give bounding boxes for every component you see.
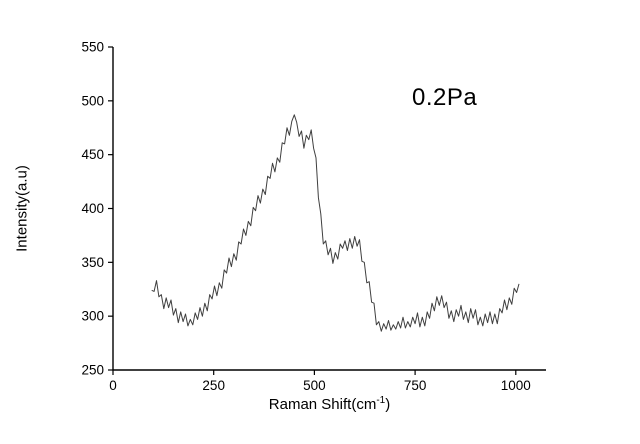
- spectrum-trace: [151, 114, 520, 332]
- x-tick-label: 750: [404, 378, 427, 393]
- x-tick-label: 500: [303, 378, 326, 393]
- x-tick-label: 0: [109, 378, 117, 393]
- x-tick-label: 250: [202, 378, 225, 393]
- pressure-annotation: 0.2Pa: [412, 84, 478, 111]
- y-tick-label: 550: [81, 40, 104, 55]
- x-axis-title-text: Raman Shift(cm: [268, 396, 377, 413]
- x-axis-title-superscript: -1: [376, 395, 386, 406]
- y-tick-label: 300: [81, 309, 104, 324]
- y-tick-label: 400: [81, 201, 104, 216]
- y-tick-label: 250: [81, 363, 104, 378]
- y-tick-label: 500: [81, 93, 104, 108]
- y-tick-label: 450: [81, 147, 104, 162]
- x-tick-label: 1000: [501, 378, 531, 393]
- y-axis-title: Intensity(a.u): [13, 165, 31, 252]
- x-axis-title: Raman Shift(cm-1): [113, 395, 546, 413]
- x-axis-title-close: ): [385, 396, 391, 413]
- y-tick-label: 350: [81, 255, 104, 270]
